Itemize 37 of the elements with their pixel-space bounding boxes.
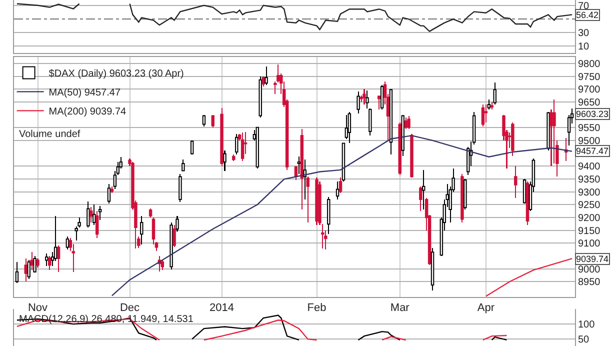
y-tick-label: 9500 <box>578 136 601 147</box>
y-tick-label: 9250 <box>578 200 601 212</box>
y-tick-label: 9350 <box>578 174 601 186</box>
legend-label: $DAX (Daily) 9603.23 (30 Apr) <box>48 68 184 80</box>
y-tick-label: 30 <box>578 28 590 40</box>
x-tick-label: 2014 <box>210 302 234 314</box>
y-tick-label: 9750 <box>578 72 601 83</box>
legend-label: MA(50) 9457.47 <box>48 88 121 99</box>
y-tick-label: 9400 <box>578 162 601 173</box>
y-tick-label: 9200 <box>578 212 601 224</box>
line-series <box>485 258 573 297</box>
annotation: Volume undef <box>19 129 80 140</box>
annotation: 9457.47 <box>576 146 609 156</box>
line-series <box>111 134 573 296</box>
y-tick-label: 9150 <box>578 226 601 237</box>
annotation: 56.42 <box>576 10 599 20</box>
y-tick-label: 9650 <box>578 97 601 108</box>
annotation: 9039.74 <box>576 254 609 264</box>
legend-label: MA(200) 9039.74 <box>48 106 127 118</box>
y-tick-label: 9100 <box>578 238 601 250</box>
annotation: 9603.23 <box>576 109 609 119</box>
candlestick <box>362 89 366 104</box>
x-tick-label: Feb <box>307 302 326 314</box>
y-tick-label: 10 <box>578 42 590 53</box>
x-tick-label: Mar <box>390 302 410 314</box>
y-tick-label: 9550 <box>578 123 601 134</box>
y-tick-label: 9300 <box>578 187 601 198</box>
y-tick-label: 9800 <box>578 58 601 70</box>
y-tick-label: 9000 <box>578 264 601 276</box>
y-tick-label: 9700 <box>578 84 601 96</box>
y-tick-label: 50 <box>578 334 590 346</box>
x-tick-label: Dec <box>120 302 140 314</box>
y-tick-label: 70 <box>578 0 590 12</box>
x-tick-label: Apr <box>477 302 495 314</box>
y-tick-label: 8950 <box>578 277 601 288</box>
x-tick-label: Nov <box>28 302 48 314</box>
y-tick-label: 100 <box>578 320 596 331</box>
